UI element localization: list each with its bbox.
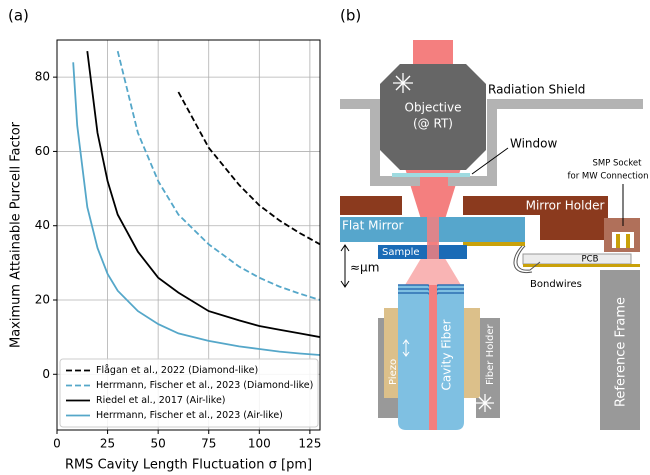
- series-line: [86, 50, 320, 338]
- electrode: [463, 242, 525, 246]
- plot-frame: [56, 39, 321, 431]
- objective: [380, 64, 486, 170]
- shield-label: Radiation Shield: [488, 83, 585, 97]
- x-tick-label: 125: [298, 437, 321, 451]
- legend-label: Herrmann, Fischer et al., 2023 (Diamond-…: [96, 380, 313, 391]
- smp-pin: [626, 234, 630, 248]
- y-tick-label: 20: [35, 293, 50, 307]
- panel-label: (a): [8, 7, 29, 25]
- legend-box: [59, 358, 319, 428]
- radiation-shield: [340, 99, 643, 186]
- beam: [427, 217, 439, 259]
- smp-label: SMP Socket: [592, 159, 642, 169]
- chart: 0 20 40 60 80 0 25 50 75 100 125 RMS Cavity Length …: [9, 39, 321, 473]
- beam-cone: [405, 168, 461, 245]
- x-tick-label: 75: [201, 437, 216, 451]
- x-tick-label: 0: [53, 437, 61, 451]
- piezo-label: Piezo: [388, 359, 399, 385]
- reference-frame: [600, 270, 640, 430]
- objective-label: Objective: [405, 101, 462, 115]
- smp-socket: [612, 232, 634, 248]
- x-tick-label: 50: [151, 437, 166, 451]
- legend: Flågan et al., 2022 (Diamond-like) Herrma…: [59, 358, 319, 428]
- piezo-arrow: [402, 339, 410, 357]
- y-tick-label: 0: [42, 367, 50, 381]
- y-tick-label: 80: [35, 70, 50, 84]
- mirror-holder: [340, 196, 402, 215]
- panel-label: (b): [340, 7, 361, 25]
- mirror-holder-label: Mirror Holder: [526, 199, 605, 213]
- gap-arrow: [340, 244, 350, 288]
- mirror-holder: [463, 196, 608, 240]
- legend-label: Herrmann, Fischer et al., 2023 (Air-like…: [96, 410, 283, 421]
- x-tick-label: 25: [100, 437, 115, 451]
- window: [392, 173, 470, 177]
- beam-diverge: [405, 245, 461, 285]
- legend-label: Flågan et al., 2022 (Diamond-like): [96, 365, 258, 376]
- bondwires-label: Bondwires: [530, 279, 582, 290]
- series-line: [72, 62, 320, 356]
- holder-label: Fiber Holder: [485, 323, 496, 385]
- pointer: [471, 147, 509, 175]
- reference-label: Reference Frame: [614, 297, 629, 407]
- legend-label: Riedel et al., 2017 (Air-like): [96, 395, 226, 406]
- pcb-trace: [523, 264, 640, 267]
- smp-label: for MW Connection: [568, 172, 649, 182]
- mirror-label: Flat Mirror: [342, 219, 404, 233]
- y-tick-label: 40: [35, 218, 50, 232]
- move-icon: [476, 394, 494, 412]
- sample-label: Sample: [382, 247, 420, 258]
- window-label: Window: [510, 137, 558, 151]
- y-axis-label: Maximum Attainable Purcell Factor: [9, 121, 24, 348]
- diagram: Objective (@ RT) Radiation Shield Window…: [340, 40, 648, 430]
- smp-pin: [616, 234, 620, 248]
- x-axis-label: RMS Cavity Length Fluctuation σ [pm]: [65, 458, 312, 473]
- objective-label: (@ RT): [413, 117, 453, 131]
- bondwire: [513, 245, 541, 274]
- x-tick-label: 100: [248, 437, 271, 451]
- move-icon: [393, 73, 413, 93]
- fiber-label: Cavity Fiber: [440, 319, 454, 390]
- beam: [429, 285, 437, 430]
- series-line: [177, 91, 320, 246]
- series-line: [116, 50, 320, 301]
- y-tick-label: 60: [35, 144, 50, 158]
- gap-label: ≈µm: [350, 261, 379, 275]
- lines: [72, 50, 320, 356]
- pcb-label: PCB: [582, 255, 599, 265]
- sample: [378, 245, 467, 259]
